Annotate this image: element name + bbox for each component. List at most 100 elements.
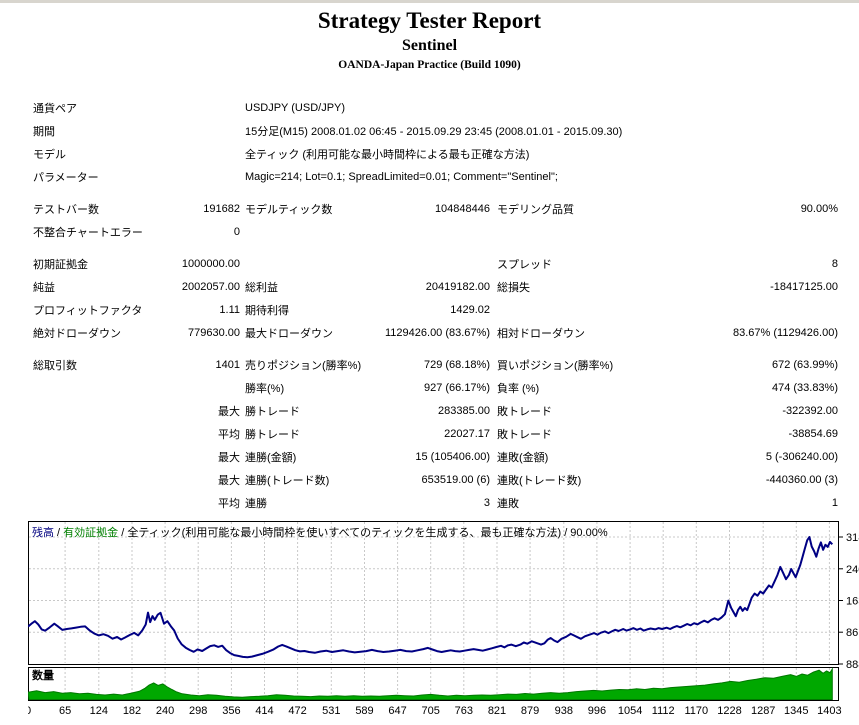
report-value: 1401 — [215, 358, 240, 371]
x-axis-label: 647 — [388, 705, 406, 717]
report-row: 通貨ペア USDJPY (USD/JPY) — [33, 96, 838, 119]
report-label: 絶対ドローダウン — [33, 327, 121, 340]
report-label: モデル — [33, 148, 66, 161]
report-value: 1429.02 — [450, 303, 490, 316]
x-axis-label: 65 — [59, 705, 71, 717]
report-row: 期間 15分足(M15) 2008.01.02 06:45 - 2015.09.2… — [33, 119, 838, 142]
report-value: 15 (105406.00) — [415, 450, 490, 463]
balance-chart: 88873 861772 1634670 2407569 3180468 0 65 124 18… — [25, 521, 859, 720]
report-label: 敗トレード — [497, 428, 552, 441]
report-label: モデリング品質 — [497, 203, 574, 216]
report-label: 期間 — [33, 125, 55, 138]
report-row: 絶対ドローダウン 779630.00 最大ドローダウン 1129426.00 (83.… — [33, 321, 838, 344]
report-label: 勝率(%) — [245, 382, 285, 395]
report-label: 買いポジション(勝率%) — [497, 359, 614, 372]
report-label: プロフィットファクタ — [33, 304, 143, 317]
legend-part: 残高 — [32, 527, 54, 539]
report-value: 最大 — [218, 474, 240, 487]
report-value: 0 — [233, 225, 240, 238]
legend-part: 有効証拠金 — [63, 527, 119, 539]
x-axis-label: 414 — [255, 705, 273, 717]
report-label: 勝トレード — [245, 405, 300, 418]
report-label: 総損失 — [497, 281, 530, 294]
x-axis-label: 472 — [288, 705, 306, 717]
report-value: 83.67% (1129426.00) — [733, 326, 838, 339]
report-row: 平均 連勝 3 連敗 1 — [33, 491, 838, 514]
report-label: 売りポジション(勝率%) — [245, 359, 362, 372]
report-label: 連勝 — [245, 497, 267, 510]
x-axis-label: 1228 — [717, 705, 741, 717]
report-value: 90.00% — [800, 202, 838, 215]
x-axis-label: 1345 — [784, 705, 808, 717]
x-axis-label: 879 — [521, 705, 539, 717]
report-label: スプレッド — [497, 258, 552, 271]
report-label: 最大ドローダウン — [245, 327, 333, 340]
report-label: 負率 (%) — [497, 382, 540, 395]
report-row: 勝率(%) 927 (66.17%) 負率 (%) 474 (33.83%) — [33, 376, 838, 399]
report-value: 全ティック (利用可能な最小時間枠による最も正確な方法) — [245, 148, 530, 161]
report-value: 927 (66.17%) — [423, 381, 490, 394]
x-axis-label: 821 — [488, 705, 506, 717]
report-value: 最大 — [218, 405, 240, 418]
report-row: 初期証拠金 1000000.00 スプレッド 8 — [33, 252, 838, 275]
report-value: 平均 — [218, 497, 240, 510]
x-axis-label: 1170 — [684, 705, 708, 717]
report-value: 3 — [483, 496, 490, 509]
report-value: 最大 — [218, 451, 240, 464]
x-axis-label: 298 — [189, 705, 207, 717]
report-row: モデル 全ティック (利用可能な最小時間枠による最も正確な方法) — [33, 142, 838, 165]
legend-part: / 全ティック(利用可能な最小時間枠を使いすべてのティックを生成する、最も正確な… — [118, 527, 608, 539]
report-row: プロフィットファクタ 1.11 期待利得 1429.02 — [33, 298, 838, 321]
report-label: 総取引数 — [33, 359, 77, 372]
x-axis-label: 0 — [28, 705, 31, 717]
y-axis-label: 3180468 — [846, 532, 859, 544]
chart-svg: 88873 861772 1634670 2407569 3180468 0 65 124 18… — [25, 521, 859, 717]
report-value: 283385.00 — [438, 404, 490, 417]
report-row: 最大 勝トレード 283385.00 敗トレード -322392.00 — [33, 399, 838, 422]
y-axis-label: 2407569 — [846, 564, 859, 576]
report-row: 最大 連勝(金額) 15 (105406.00) 連敗(金額) 5 (-306240.0… — [33, 445, 838, 468]
report-value: 653519.00 (6) — [421, 473, 491, 486]
report-value: 2002057.00 — [181, 280, 240, 293]
report-row: パラメーター Magic=214; Lot=0.1; SpreadLimited=… — [33, 165, 838, 188]
strategy-report-table: 通貨ペア USDJPY (USD/JPY) 期間 15分足(M15) 2008.01.… — [33, 96, 838, 514]
report-value: 474 (33.83%) — [771, 381, 838, 394]
report-row: テストバー数 191682 モデルティック数 104848446 モデリング品質 90.0… — [33, 197, 838, 220]
report-value: 779630.00 — [188, 326, 240, 339]
report-value: 8 — [831, 257, 838, 270]
report-value: 5 (-306240.00) — [765, 450, 838, 463]
report-value: 672 (63.99%) — [771, 358, 838, 371]
x-axis-label: 356 — [222, 705, 240, 717]
report-label: 純益 — [33, 281, 55, 294]
equity-line — [27, 536, 834, 659]
report-label: 通貨ペア — [33, 102, 77, 115]
report-label: 敗トレード — [497, 405, 552, 418]
x-axis-label: 996 — [588, 705, 606, 717]
volume-panel-label: 数量 — [32, 670, 54, 682]
report-row: 平均 勝トレード 22027.17 敗トレード -38854.69 — [33, 422, 838, 445]
report-label: 連敗 — [497, 497, 519, 510]
report-value: 1000000.00 — [181, 257, 240, 270]
x-axis-label: 531 — [322, 705, 340, 717]
y-axis-label: 861772 — [846, 627, 859, 639]
main-plot-frame — [28, 521, 839, 665]
report-label: モデルティック数 — [245, 203, 333, 216]
server-build-line: OANDA-Japan Practice (Build 1090) — [338, 59, 521, 71]
x-axis-label: 763 — [455, 705, 473, 717]
report-value: -440360.00 (3) — [765, 473, 838, 486]
chart-legend: 残高 / 有効証拠金 / 全ティック(利用可能な最小時間枠を使いすべてのティック… — [32, 524, 608, 540]
legend-part: / — [54, 527, 64, 539]
window-top-strip — [0, 0, 859, 3]
report-row: 最大 連勝(トレード数) 653519.00 (6) 連敗(トレード数) -440360… — [33, 468, 838, 491]
x-axis-label: 705 — [422, 705, 440, 717]
report-value: -18417125.00 — [770, 280, 838, 293]
report-label: パラメーター — [33, 171, 99, 184]
report-value: 1129426.00 (83.67%) — [385, 326, 490, 339]
report-label: 連敗(トレード数) — [497, 474, 582, 487]
x-axis-label: 589 — [355, 705, 373, 717]
x-axis-label: 1287 — [751, 705, 775, 717]
report-label: 期待利得 — [245, 304, 289, 317]
report-value: 15分足(M15) 2008.01.02 06:45 - 2015.09.29 … — [245, 125, 623, 138]
report-header: Strategy Tester Report Sentinel OANDA-Ja… — [0, 3, 859, 71]
report-row: 不整合チャートエラー 0 — [33, 220, 838, 243]
